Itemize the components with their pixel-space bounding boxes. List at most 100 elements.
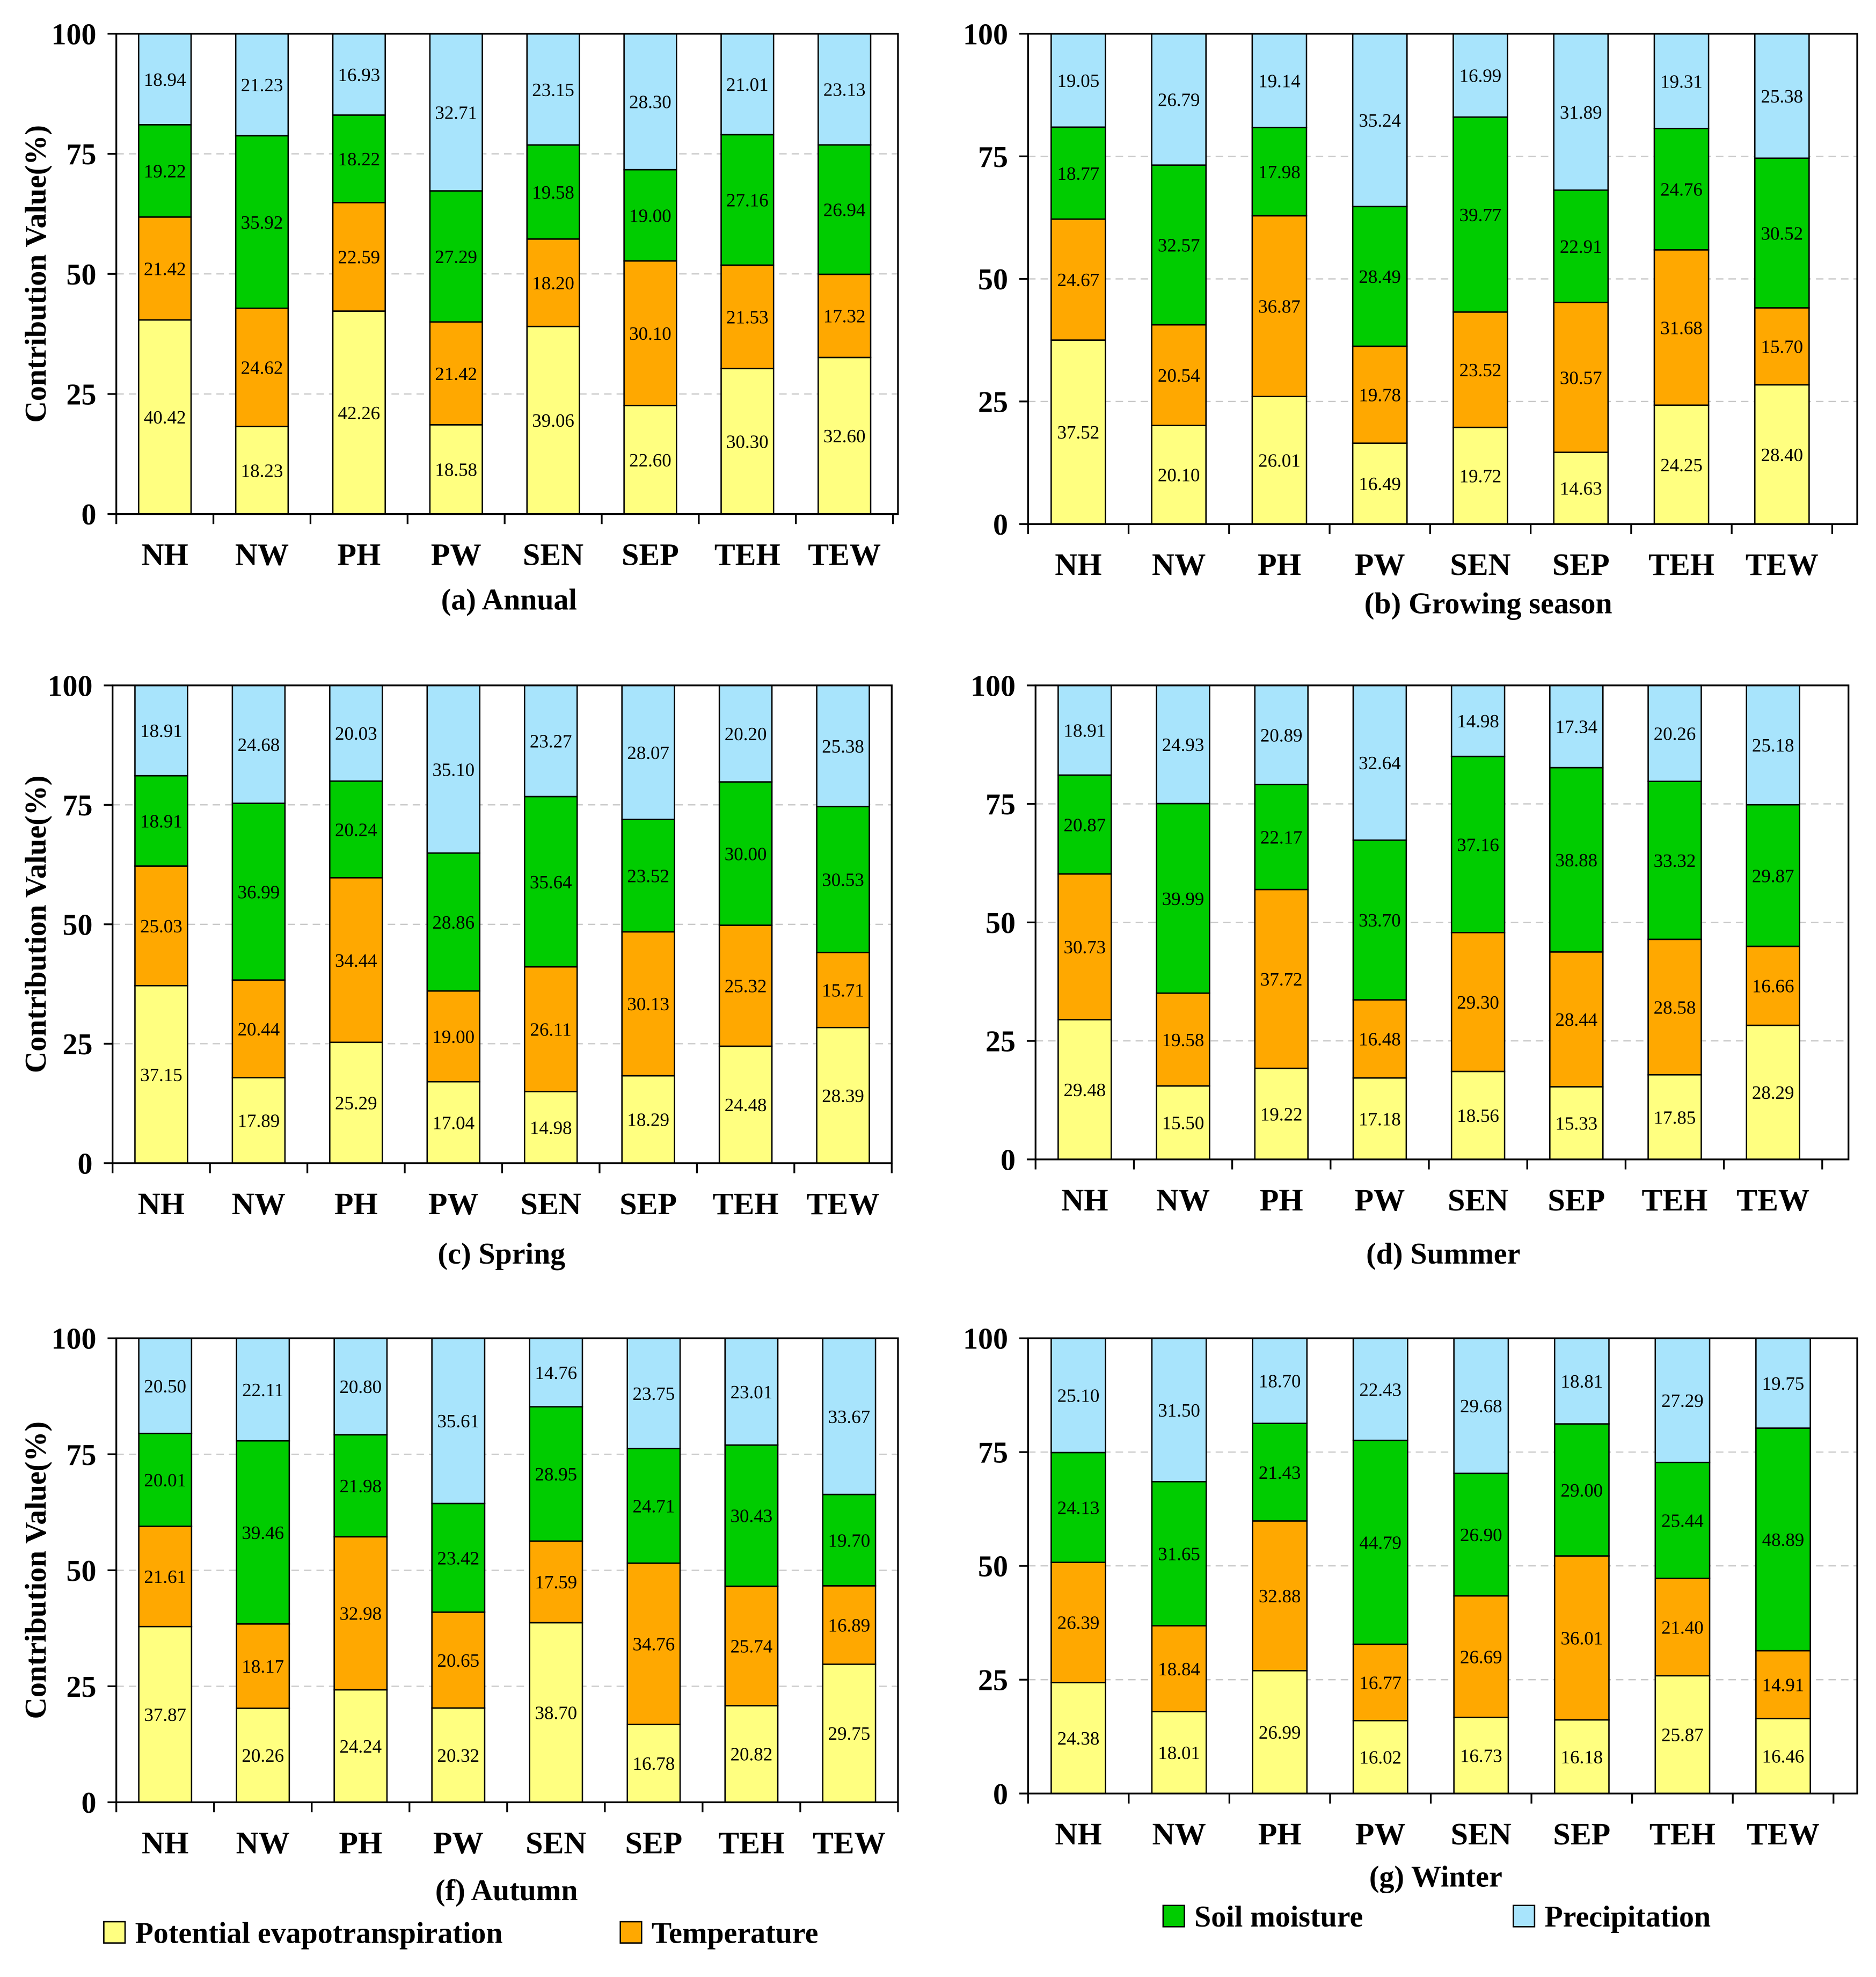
data-label-precipitation-teh: 27.29 bbox=[1661, 1390, 1704, 1411]
legend-swatch-temperature bbox=[619, 1921, 643, 1944]
bar-soil-moisture-sep bbox=[621, 819, 675, 933]
data-label-precipitation-sep: 23.75 bbox=[633, 1383, 675, 1404]
data-label-temperature-nh: 21.42 bbox=[144, 258, 186, 279]
bar-potential-evapotranspiration-sen bbox=[523, 1091, 578, 1164]
data-label-temperature-sen: 26.69 bbox=[1460, 1646, 1502, 1667]
data-label-potential-evapotranspiration-nw: 18.23 bbox=[241, 460, 283, 481]
y-tick-label: 100 bbox=[52, 1323, 97, 1356]
y-tick-label: 50 bbox=[986, 907, 1016, 940]
data-label-soil-moisture-tew: 29.87 bbox=[1752, 865, 1794, 886]
category-label-sen: SEN bbox=[523, 537, 583, 572]
y-tick-label: 0 bbox=[81, 498, 96, 531]
data-label-potential-evapotranspiration-nh: 40.42 bbox=[144, 407, 186, 428]
bar-precipitation-sep bbox=[1549, 684, 1604, 769]
data-label-potential-evapotranspiration-pw: 16.49 bbox=[1359, 473, 1401, 494]
data-label-potential-evapotranspiration-pw: 17.04 bbox=[432, 1112, 475, 1133]
data-label-temperature-nh: 25.03 bbox=[140, 916, 183, 937]
bar-potential-evapotranspiration-sep bbox=[1549, 1086, 1604, 1161]
bar-temperature-teh bbox=[1654, 1578, 1711, 1677]
bar-potential-evapotranspiration-ph bbox=[329, 1041, 383, 1164]
category-label-nw: NW bbox=[235, 537, 289, 572]
y-tick-label: 25 bbox=[986, 1025, 1016, 1059]
data-labels: 37.87 21.61 20.01 20.50 20.26 18.17 39.46 22.11… bbox=[144, 1362, 870, 1774]
gridlines bbox=[1035, 803, 1849, 1042]
data-label-precipitation-pw: 35.10 bbox=[432, 759, 475, 780]
bar-soil-moisture-nh bbox=[138, 1433, 193, 1527]
data-label-soil-moisture-nw: 32.57 bbox=[1158, 235, 1200, 256]
data-label-potential-evapotranspiration-teh: 24.48 bbox=[725, 1095, 767, 1115]
data-label-temperature-sep: 30.13 bbox=[627, 994, 669, 1015]
y-tick-label: 100 bbox=[963, 1323, 1008, 1356]
chart-title: (f) Autumn bbox=[435, 1874, 578, 1907]
bar-soil-moisture-nw bbox=[236, 1440, 290, 1625]
bar-soil-moisture-tew bbox=[817, 144, 872, 275]
bar-temperature-sen bbox=[1453, 1595, 1509, 1718]
data-label-potential-evapotranspiration-tew: 28.29 bbox=[1752, 1082, 1794, 1103]
data-label-temperature-teh: 25.74 bbox=[731, 1636, 773, 1657]
bar-precipitation-pw bbox=[429, 33, 483, 192]
bar-precipitation-sen bbox=[529, 1337, 583, 1407]
bar-temperature-teh bbox=[724, 1585, 779, 1706]
bar-precipitation-nw bbox=[1151, 1337, 1207, 1483]
data-label-temperature-ph: 32.98 bbox=[339, 1603, 382, 1624]
category-label-nh: NH bbox=[1061, 1183, 1108, 1217]
bar-soil-moisture-tew bbox=[1754, 157, 1810, 309]
bar-soil-moisture-nw bbox=[231, 803, 286, 981]
bar-temperature-pw bbox=[431, 1611, 486, 1709]
data-label-soil-moisture-pw: 33.70 bbox=[1359, 910, 1401, 931]
bar-precipitation-tew bbox=[816, 684, 870, 807]
category-label-tew: TEW bbox=[1747, 1816, 1820, 1851]
bar-precipitation-tew bbox=[1754, 33, 1810, 159]
stacked-bars bbox=[138, 1337, 877, 1803]
data-label-temperature-pw: 19.00 bbox=[432, 1026, 475, 1047]
category-label-nw: NW bbox=[1152, 547, 1206, 582]
bar-temperature-pw bbox=[1352, 1643, 1408, 1721]
y-tick-label: 50 bbox=[63, 908, 93, 942]
legend-label-precipitation: Precipitation bbox=[1545, 1900, 1711, 1934]
charts: 40.42 21.42 19.22 18.94 18.23 24.62 35.92 21.23… bbox=[19, 18, 1858, 1907]
data-label-soil-moisture-sen: 37.16 bbox=[1457, 834, 1499, 855]
data-label-potential-evapotranspiration-pw: 20.32 bbox=[437, 1745, 480, 1766]
data-label-potential-evapotranspiration-nw: 20.10 bbox=[1158, 465, 1200, 486]
bar-soil-moisture-ph bbox=[1252, 1422, 1308, 1522]
data-label-temperature-pw: 16.77 bbox=[1359, 1672, 1401, 1693]
data-label-temperature-teh: 21.53 bbox=[726, 307, 769, 327]
data-label-potential-evapotranspiration-tew: 16.46 bbox=[1762, 1746, 1805, 1767]
bar-soil-moisture-nh bbox=[1050, 126, 1106, 220]
legend-item-potential-evapotranspiration: Potential evapotranspiration bbox=[103, 1916, 502, 1950]
data-label-precipitation-nh: 20.50 bbox=[144, 1376, 186, 1397]
data-label-soil-moisture-ph: 18.22 bbox=[338, 149, 381, 170]
legend-item-precipitation: Precipitation bbox=[1513, 1900, 1711, 1934]
data-label-temperature-sep: 34.76 bbox=[633, 1633, 675, 1654]
bar-soil-moisture-teh bbox=[724, 1444, 779, 1587]
data-label-temperature-sep: 30.10 bbox=[629, 323, 671, 344]
bar-temperature-pw bbox=[429, 321, 483, 426]
bar-soil-moisture-tew bbox=[1755, 1427, 1811, 1652]
category-label-ph: PH bbox=[1258, 547, 1301, 582]
data-label-temperature-pw: 19.78 bbox=[1359, 385, 1401, 406]
data-label-precipitation-ph: 18.70 bbox=[1259, 1371, 1301, 1392]
bar-precipitation-nw bbox=[231, 684, 286, 804]
data-label-potential-evapotranspiration-nh: 24.38 bbox=[1057, 1728, 1100, 1749]
data-label-soil-moisture-tew: 48.89 bbox=[1762, 1529, 1805, 1550]
data-labels: 37.52 24.67 18.77 19.05 20.10 20.54 32.57 26.79… bbox=[1057, 65, 1804, 499]
data-label-temperature-nw: 18.17 bbox=[242, 1656, 284, 1677]
y-tick-label: 100 bbox=[970, 669, 1016, 703]
bar-temperature-ph bbox=[332, 202, 386, 312]
data-label-potential-evapotranspiration-sen: 16.73 bbox=[1460, 1745, 1502, 1766]
data-label-soil-moisture-teh: 24.76 bbox=[1660, 179, 1703, 200]
bar-potential-evapotranspiration-pw bbox=[1352, 1720, 1408, 1794]
bar-temperature-nw bbox=[1156, 992, 1210, 1087]
data-labels: 37.15 25.03 18.91 18.91 17.89 20.44 36.99 24.68… bbox=[140, 720, 864, 1138]
bar-temperature-nw bbox=[236, 1623, 290, 1709]
data-label-soil-moisture-nh: 24.13 bbox=[1057, 1498, 1100, 1519]
bar-temperature-tew bbox=[1755, 1650, 1811, 1719]
data-label-potential-evapotranspiration-sep: 16.78 bbox=[633, 1753, 675, 1774]
data-label-soil-moisture-nw: 35.92 bbox=[241, 212, 283, 233]
data-label-potential-evapotranspiration-sep: 16.18 bbox=[1561, 1747, 1603, 1768]
y-tick-label: 100 bbox=[48, 669, 93, 703]
data-label-soil-moisture-teh: 30.43 bbox=[731, 1506, 773, 1527]
data-label-temperature-sen: 23.52 bbox=[1459, 360, 1502, 381]
bar-temperature-sen bbox=[523, 966, 578, 1092]
bar-potential-evapotranspiration-sen bbox=[1450, 1070, 1506, 1161]
